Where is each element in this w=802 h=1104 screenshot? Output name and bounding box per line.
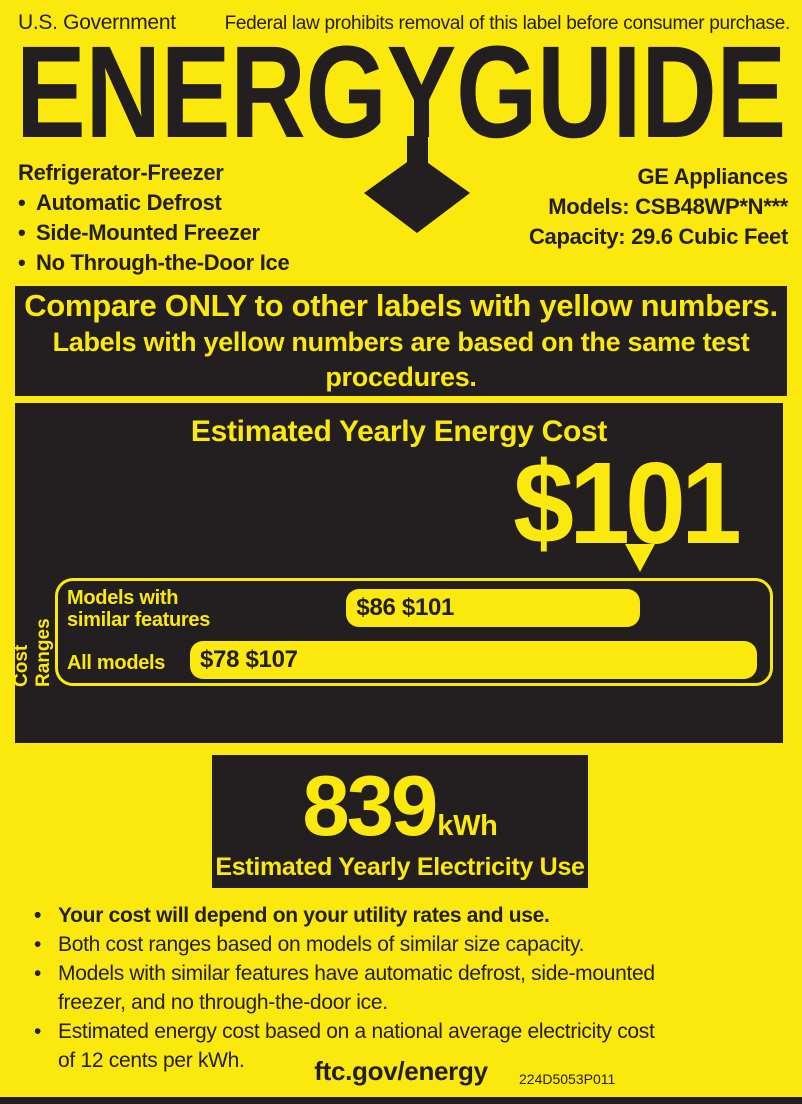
- compare-line-2: Labels with yellow numbers are based on …: [52, 326, 750, 392]
- range-bar-similar-features: $86 $101: [346, 589, 640, 627]
- range-label-line: All models: [67, 652, 166, 674]
- note-item: Both cost ranges based on models of simi…: [30, 930, 655, 959]
- usage-caption: Estimated Yearly Electricity Use: [215, 852, 585, 881]
- yearly-energy-cost-value: $101: [513, 438, 741, 568]
- range-label-line: Models with: [67, 587, 179, 609]
- manufacturer-models: Models: CSB48WP*N***: [548, 194, 788, 219]
- yearly-electricity-value: 839: [302, 758, 438, 854]
- note-line: freezer, and no through-the-door ice.: [58, 991, 388, 1014]
- us-government-text: U.S. Government: [18, 11, 176, 34]
- note-line: Both cost ranges based on models of simi…: [58, 930, 655, 959]
- note-item: Estimated energy cost based on a nationa…: [30, 1017, 655, 1075]
- cost-panel: Estimated Yearly Energy Cost $101 Cost R…: [11, 403, 783, 743]
- ftc-url: ftc.gov/energy: [314, 1056, 488, 1086]
- range-bar-all-models: $78 $107: [190, 641, 757, 679]
- cost-panel-title: Estimated Yearly Energy Cost: [190, 415, 608, 448]
- range-label-line: similar features: [67, 609, 211, 631]
- note-line: of 12 cents per kWh.: [58, 1049, 245, 1072]
- manufacturer-name: GE Appliances: [637, 164, 788, 189]
- note-line: Models with similar features have automa…: [58, 959, 655, 988]
- compare-banner: Compare ONLY to other labels with yellow…: [15, 286, 787, 396]
- cost-ranges-frame: [55, 578, 773, 686]
- product-category: Refrigerator-Freezer: [18, 160, 224, 185]
- usage-panel: 839 kWh Estimated Yearly Electricity Use: [212, 755, 588, 888]
- manufacturer-block: GE Appliances Models: CSB48WP*N*** Capac…: [529, 162, 788, 252]
- footnotes: Your cost will depend on your utility ra…: [30, 901, 655, 1075]
- federal-law-notice: Federal law prohibits removal of this la…: [224, 13, 791, 34]
- note-line: Estimated energy cost based on a nationa…: [58, 1017, 655, 1046]
- down-arrow-icon: [364, 136, 470, 233]
- range-label-all-models: All models: [67, 652, 165, 674]
- product-features: Refrigerator-Freezer Automatic Defrost S…: [18, 158, 290, 278]
- compare-line-1: Compare ONLY to other labels with yellow…: [24, 288, 778, 324]
- note-item: Your cost will depend on your utility ra…: [30, 901, 655, 930]
- feature-item: No Through-the-Door Ice: [18, 248, 290, 278]
- kwh-unit: kWh: [437, 809, 498, 842]
- energyguide-logo: ENERGYGUIDE: [16, 40, 786, 142]
- manufacturer-capacity: Capacity: 29.6 Cubic Feet: [528, 224, 788, 249]
- bottom-border-bar: [0, 1097, 802, 1104]
- feature-item: Automatic Defrost: [18, 188, 289, 218]
- usage-value-row: 839 kWh: [302, 764, 497, 849]
- note-line: Your cost will depend on your utility ra…: [58, 901, 655, 930]
- cost-pointer-icon: [624, 544, 655, 572]
- note-item: Models with similar features have automa…: [30, 959, 655, 1017]
- cost-ranges-axis-label: Cost Ranges: [11, 618, 54, 687]
- range-label-similar-features: Models with similar features: [67, 587, 210, 631]
- feature-item: Side-Mounted Freezer: [18, 218, 289, 248]
- energyguide-logo-text: ENERGYGUIDE: [16, 40, 786, 142]
- part-number: 224D5053P011: [519, 1071, 616, 1087]
